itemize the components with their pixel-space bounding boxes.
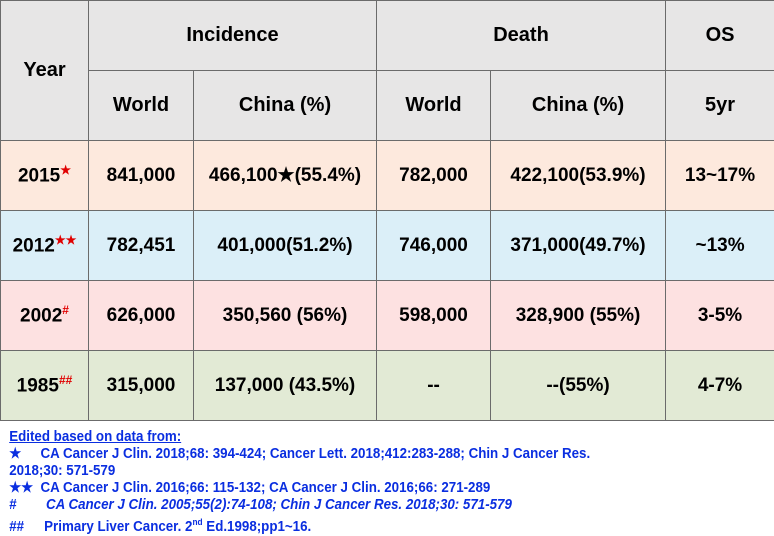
- year: 1985: [17, 376, 59, 397]
- incidence-world: 315,000: [89, 351, 194, 421]
- death-china: 328,900 (55%): [491, 281, 666, 351]
- os-5yr: ~13%: [666, 211, 774, 281]
- footnote: ★CA Cancer J Clin. 2018;68: 394-424; Can…: [9, 446, 773, 463]
- death-china: 422,100(53.9%): [491, 141, 666, 211]
- footnote: ★★CA Cancer J Clin. 2016;66: 115-132; CA…: [9, 480, 773, 497]
- os-5yr: 3-5%: [666, 281, 774, 351]
- table-row: 2015★ 841,000 466,100★(55.4%) 782,000 42…: [1, 141, 774, 211]
- header-death-world: World: [377, 71, 491, 141]
- incidence-world: 626,000: [89, 281, 194, 351]
- death-china: --(55%): [491, 351, 666, 421]
- incidence-world: 841,000: [89, 141, 194, 211]
- header-incidence-china: China (%): [194, 71, 377, 141]
- incidence-china: 350,560 (56%): [194, 281, 377, 351]
- footnote-text-end: Ed.1998;pp1~16.: [203, 519, 312, 535]
- footnote-text: Primary Liver Cancer. 2: [44, 519, 192, 535]
- death-world: 598,000: [377, 281, 491, 351]
- footnote-mark: ★★: [55, 233, 77, 247]
- footnote-mark: ★: [60, 163, 71, 177]
- footnote: ##Primary Liver Cancer. 2nd Ed.1998;pp1~…: [9, 514, 773, 536]
- year: 2002: [20, 306, 62, 327]
- liver-cancer-table: Year Incidence Death OS World China (%) …: [0, 0, 774, 421]
- header-incidence: Incidence: [89, 1, 377, 71]
- header-os: OS: [666, 1, 774, 71]
- footnote-text: CA Cancer J Clin. 2018;68: 394-424; Canc…: [40, 446, 590, 462]
- incidence-world: 782,451: [89, 211, 194, 281]
- footnote: # CA Cancer J Clin. 2005;55(2):74-108; Ch…: [9, 497, 773, 514]
- year: 2012: [13, 236, 55, 257]
- footnotes-title: Edited based on data from:: [9, 429, 773, 446]
- footnote-mark: ##: [59, 373, 72, 387]
- death-world: 782,000: [377, 141, 491, 211]
- footnote-symbol: ##: [9, 519, 40, 536]
- footnote-symbol: ★★: [9, 480, 40, 497]
- header-incidence-world: World: [89, 71, 194, 141]
- header-year: Year: [1, 1, 89, 141]
- table-row: 2002# 626,000 350,560 (56%) 598,000 328,…: [1, 281, 774, 351]
- incidence-china: 137,000 (43.5%): [194, 351, 377, 421]
- header-os-5yr: 5yr: [666, 71, 774, 141]
- footnote-continued: 2018;30: 571-579: [9, 463, 773, 480]
- os-5yr: 4-7%: [666, 351, 774, 421]
- year-cell: 1985##: [1, 351, 89, 421]
- header-death: Death: [377, 1, 666, 71]
- footnote-text: CA Cancer J Clin. 2016;66: 115-132; CA C…: [40, 480, 490, 496]
- incidence-china: 401,000(51.2%): [194, 211, 377, 281]
- year-cell: 2002#: [1, 281, 89, 351]
- os-5yr: 13~17%: [666, 141, 774, 211]
- year-cell: 2012★★: [1, 211, 89, 281]
- header-death-china: China (%): [491, 71, 666, 141]
- footnote-symbol: #: [9, 497, 40, 514]
- death-world: 746,000: [377, 211, 491, 281]
- incidence-china: 466,100★(55.4%): [194, 141, 377, 211]
- death-china: 371,000(49.7%): [491, 211, 666, 281]
- footnotes: Edited based on data from: ★CA Cancer J …: [0, 421, 773, 536]
- footnote-text: CA Cancer J Clin. 2005;55(2):74-108; Chi…: [46, 497, 512, 513]
- table-row: 2012★★ 782,451 401,000(51.2%) 746,000 37…: [1, 211, 774, 281]
- footnote-mark: #: [62, 303, 69, 317]
- death-world: --: [377, 351, 491, 421]
- table-row: 1985## 315,000 137,000 (43.5%) -- --(55%…: [1, 351, 774, 421]
- year-cell: 2015★: [1, 141, 89, 211]
- footnote-symbol: ★: [9, 446, 40, 463]
- year: 2015: [18, 166, 60, 187]
